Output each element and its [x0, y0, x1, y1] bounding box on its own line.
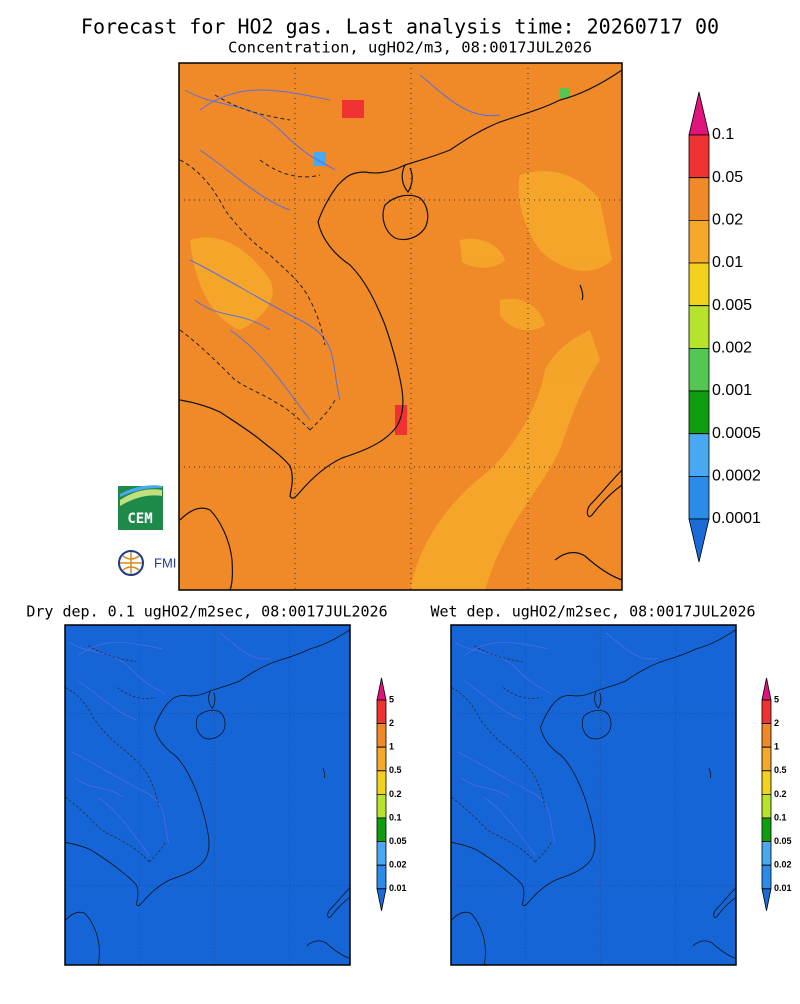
colorbar-segment: [688, 219, 710, 264]
colorbar-label: 0.05: [712, 169, 743, 186]
colorbar-label: 0.05: [389, 836, 407, 846]
colorbar-label: 1: [774, 742, 779, 752]
cem-logo-text: CEM: [127, 511, 152, 527]
colorbar-segment: [376, 794, 387, 819]
colorbar-segment: [688, 390, 710, 435]
colorbar-segment: [761, 677, 772, 701]
colorbar-label: 5: [389, 694, 394, 704]
fmi-logo: FMI: [118, 550, 176, 576]
colorbar-label: 0.0001: [712, 510, 761, 527]
colorbar-segment: [761, 699, 772, 724]
colorbar-label: 0.1: [712, 126, 734, 143]
colorbar-label: 0.01: [774, 883, 792, 893]
fmi-logo-text: FMI: [154, 555, 176, 570]
colorbar-label: 0.005: [712, 297, 752, 314]
colorbar-segment: [688, 475, 710, 520]
panel-title: Wet dep. ugHO2/m2sec, 08:0017JUL2026: [430, 603, 755, 621]
colorbar-label: 0.01: [389, 883, 407, 893]
colorbar-label: 0.02: [389, 860, 407, 870]
colorbar-segment: [761, 888, 772, 911]
colorbar-label: 0.5: [389, 765, 402, 775]
colorbar-segment: [761, 794, 772, 819]
colorbar-segment: [761, 864, 772, 890]
colorbar-segment: [761, 770, 772, 795]
colorbar-label: 0.1: [774, 812, 787, 822]
colorbar-label: 2: [389, 718, 394, 728]
colorbar-label: 0.0005: [712, 425, 761, 442]
colorbar-segment: [688, 91, 710, 136]
colorbar-label: 0.0002: [712, 468, 761, 485]
colorbar-segment: [376, 888, 387, 911]
colorbar-segment: [761, 723, 772, 748]
colorbar-segment: [376, 770, 387, 795]
cem-logo: CEM: [118, 485, 163, 530]
colorbar-segment: [376, 817, 387, 842]
colorbar-segment: [688, 433, 710, 477]
wet-dep-map: [450, 624, 737, 966]
subtitle: Concentration, ugHO2/m3, 08:0017JUL2026: [228, 39, 592, 57]
colorbar-label: 0.02: [774, 860, 792, 870]
colorbar-label: 1: [389, 742, 394, 752]
colorbar-segment: [688, 305, 710, 349]
colorbar-segment: [688, 347, 710, 392]
colorbar-segment: [688, 262, 710, 307]
colorbar-label: 0.2: [774, 789, 787, 799]
colorbar-segment: [376, 699, 387, 724]
colorbar-segment: [761, 841, 772, 866]
title: Forecast for HO2 gas. Last analysis time…: [81, 15, 719, 39]
panel-title: Dry dep. 0.1 ugHO2/m2sec, 08:0017JUL2026: [26, 603, 387, 621]
colorbar-label: 0.01: [712, 254, 743, 271]
colorbar-label: 0.05: [774, 836, 792, 846]
colorbar-segment: [376, 677, 387, 701]
colorbar-label: 0.02: [712, 212, 743, 229]
colorbar-segment: [376, 746, 387, 772]
colorbar-label: 0.2: [389, 789, 402, 799]
colorbar-label: 2: [774, 718, 779, 728]
colorbar-segment: [376, 841, 387, 866]
colorbar-segment: [688, 177, 710, 221]
colorbar-label: 5: [774, 694, 779, 704]
colorbar-label: 0.002: [712, 340, 752, 357]
colorbar-label: 0.1: [389, 812, 402, 822]
colorbar-label: 0.5: [774, 765, 787, 775]
colorbar-label: 0.001: [712, 382, 752, 399]
colorbar-segment: [688, 518, 710, 563]
main-map: [178, 62, 623, 591]
colorbar-segment: [376, 723, 387, 748]
colorbar-segment: [376, 864, 387, 890]
colorbar-segment: [688, 134, 710, 179]
colorbar-segment: [761, 817, 772, 842]
colorbar-segment: [761, 746, 772, 772]
dry-dep-map: [64, 624, 351, 966]
